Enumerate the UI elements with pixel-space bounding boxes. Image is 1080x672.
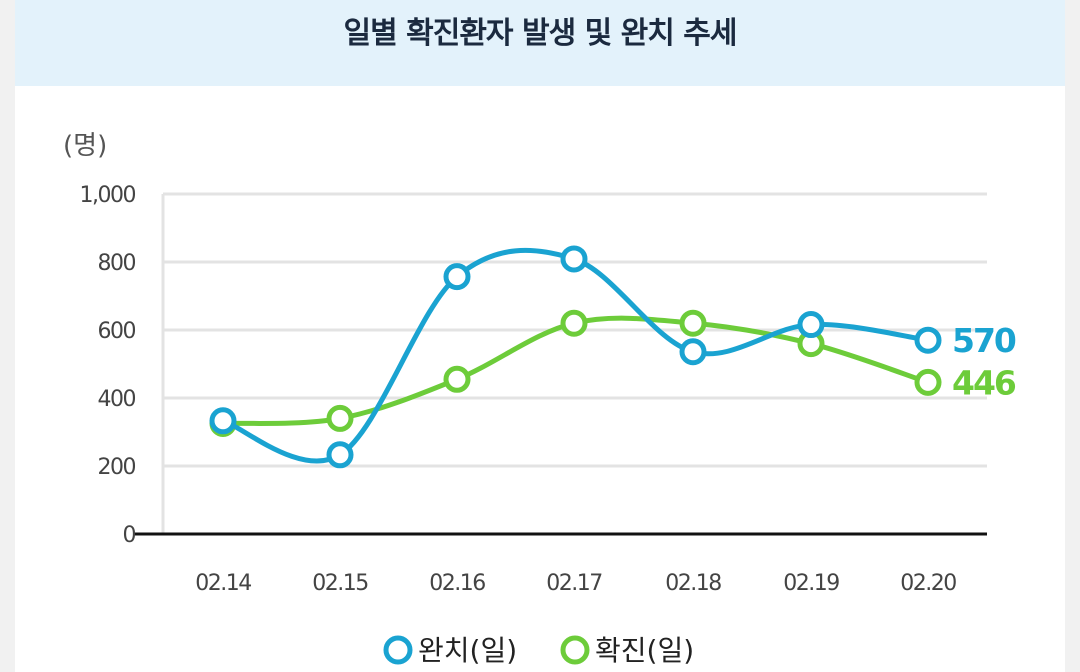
chart-title: 일별 확진환자 발생 및 완치 추세 [343, 16, 737, 51]
x-tick-label: 02.16 [429, 571, 485, 596]
data-point-cured [326, 441, 354, 469]
y-tick-label: 400 [98, 387, 136, 412]
x-tick-label: 02.19 [783, 571, 839, 596]
data-point-cured [209, 407, 237, 435]
chart-card: 일별 확진환자 발생 및 완치 추세 (명) 0 200 400 600 800 1,000… [15, 0, 1065, 672]
legend-label-cured: 완치(일) [418, 634, 517, 667]
end-value-label-confirmed: 446 [952, 363, 1016, 402]
y-tick-label: 0 [123, 523, 136, 548]
data-point-cured [914, 326, 942, 354]
legend-label-confirmed: 확진(일) [595, 634, 694, 667]
line-chart: (명) 0 200 400 600 800 1,000 02.14 02.15 02.16 02.1… [63, 131, 1018, 667]
data-point-confirmed [679, 309, 707, 337]
data-point-cured [679, 338, 707, 366]
data-point-cured [797, 311, 825, 339]
x-tick-label: 02.17 [546, 571, 602, 596]
chart-header: 일별 확진환자 발생 및 완치 추세 [15, 0, 1065, 86]
x-tick-label: 02.15 [312, 571, 368, 596]
data-point-cured [560, 245, 588, 273]
data-point-confirmed [560, 309, 588, 337]
data-point-confirmed [326, 404, 354, 432]
y-tick-label: 800 [98, 251, 136, 276]
data-point-confirmed [443, 365, 471, 393]
y-axis-label: (명) [63, 131, 107, 161]
data-point-cured [443, 263, 471, 291]
y-tick-label: 200 [98, 455, 136, 480]
legend-marker-confirmed [560, 635, 590, 665]
legend-marker-cured [383, 635, 413, 665]
end-value-label-cured: 570 [952, 321, 1016, 360]
y-tick-label: 1,000 [80, 183, 136, 208]
data-point-confirmed [914, 368, 942, 396]
x-tick-label: 02.18 [665, 571, 721, 596]
x-tick-label: 02.20 [900, 571, 956, 596]
x-tick-label: 02.14 [195, 571, 251, 596]
series-line-cured [220, 247, 931, 464]
y-tick-label: 600 [98, 319, 136, 344]
